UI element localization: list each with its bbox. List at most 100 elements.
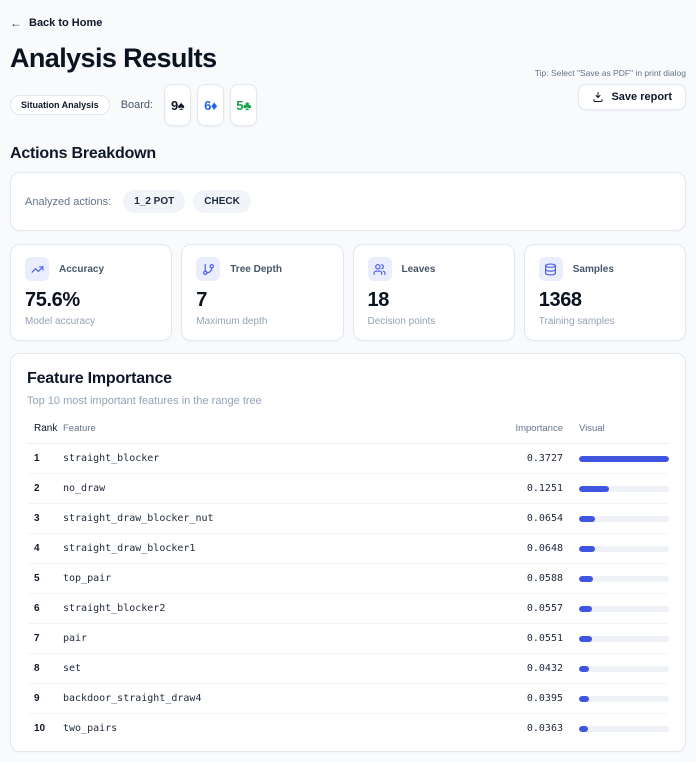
- importance-bar-track: [579, 545, 669, 552]
- feature-cell: pair: [63, 633, 88, 644]
- importance-bar-fill: [579, 515, 595, 522]
- back-to-home-link[interactable]: ← Back to Home: [10, 17, 102, 29]
- table-row: 6 straight_blocker2 0.0557: [27, 594, 669, 624]
- header-actions: Tip: Select "Save as PDF" in print dialo…: [535, 68, 686, 110]
- board-cards: 9 ♠ 6 ♦ 5 ♣: [164, 84, 258, 126]
- save-report-label: Save report: [611, 91, 672, 103]
- back-link-label: Back to Home: [29, 17, 103, 29]
- stat-head: Leaves: [367, 257, 500, 281]
- rank-cell: 3: [34, 513, 40, 524]
- stat-label: Accuracy: [59, 263, 105, 275]
- action-badge-check: CHECK: [193, 190, 251, 213]
- stat-label: Samples: [572, 263, 614, 275]
- importance-cell: 0.1251: [526, 483, 563, 494]
- importance-cell: 0.0648: [526, 543, 563, 554]
- stat-value: 7: [196, 289, 207, 311]
- importance-cell: 0.0395: [526, 693, 563, 704]
- arrow-left-icon: ←: [10, 16, 22, 30]
- board-card-diamond: 6 ♦: [197, 84, 225, 126]
- importance-bar-track: [579, 605, 669, 612]
- feature-cell: straight_blocker2: [63, 603, 166, 614]
- visual-cell: [563, 515, 669, 522]
- save-report-button[interactable]: Save report: [578, 84, 686, 110]
- git-branch-icon: [196, 257, 221, 281]
- rank-cell: 5: [34, 573, 40, 584]
- stat-value: 75.6%: [25, 289, 80, 311]
- importance-bar-fill: [579, 455, 669, 462]
- visual-cell: [563, 455, 669, 462]
- card-rank: 6: [204, 97, 211, 113]
- importance-bar-track: [579, 485, 669, 492]
- diamond-icon: ♦: [210, 97, 218, 113]
- importance-bar-fill: [579, 725, 588, 732]
- stat-description: Maximum depth: [196, 316, 268, 327]
- feature-importance-subtitle: Top 10 most important features in the ra…: [27, 395, 262, 407]
- stat-description: Decision points: [367, 316, 436, 327]
- visual-cell: [563, 635, 669, 642]
- stat-head: Accuracy: [25, 257, 157, 281]
- rank-cell: 2: [34, 483, 40, 494]
- table-row: 9 backdoor_straight_draw4 0.0395: [27, 684, 669, 714]
- stat-label: Tree Depth: [230, 263, 282, 275]
- feature-cell: top_pair: [63, 573, 112, 584]
- visual-cell: [563, 665, 669, 672]
- importance-cell: 0.0557: [526, 603, 563, 614]
- feature-cell: straight_blocker: [63, 453, 160, 464]
- table-row: 10 two_pairs 0.0363: [27, 714, 669, 743]
- column-header-visual: Visual: [579, 423, 605, 434]
- action-badges: 1_2 POT CHECK: [123, 190, 251, 213]
- table-row: 7 pair 0.0551: [27, 624, 669, 654]
- stat-value: 1368: [538, 289, 582, 311]
- importance-bar-track: [579, 665, 669, 672]
- feature-cell: set: [63, 663, 82, 674]
- table-row: 1 straight_blocker 0.3727: [27, 444, 669, 474]
- card-rank: 5: [236, 97, 243, 113]
- rank-cell: 6: [34, 603, 40, 614]
- save-pdf-tip: Tip: Select "Save as PDF" in print dialo…: [534, 68, 686, 78]
- rank-cell: 10: [34, 723, 46, 734]
- stat-description: Training samples: [538, 316, 615, 327]
- importance-bar-fill: [579, 665, 590, 672]
- action-badge-1-2-pot: 1_2 POT: [123, 190, 186, 213]
- board-card-spade: 9 ♠: [164, 84, 192, 126]
- stat-description: Model accuracy: [25, 316, 96, 327]
- column-header-feature: Feature: [63, 423, 96, 434]
- importance-cell: 0.0654: [526, 513, 563, 524]
- table-row: 3 straight_draw_blocker_nut 0.0654: [27, 504, 669, 534]
- importance-cell: 0.3727: [526, 453, 563, 464]
- trending-up-icon: [25, 257, 49, 281]
- stat-label: Leaves: [401, 263, 436, 275]
- page-title: Analysis Results: [10, 43, 217, 73]
- feature-cell: backdoor_straight_draw4: [63, 693, 202, 704]
- importance-bar-track: [579, 455, 669, 462]
- feature-cell: no_draw: [63, 483, 106, 494]
- importance-cell: 0.0432: [526, 663, 563, 674]
- importance-bar-fill: [579, 575, 594, 582]
- table-row: 4 straight_draw_blocker1 0.0648: [27, 534, 669, 564]
- stat-card-accuracy: Accuracy 75.6% Model accuracy: [10, 244, 173, 341]
- table-body: 1 straight_blocker 0.3727 2 no_draw 0.1251 3 st…: [27, 444, 669, 743]
- stat-card-leaves: Leaves 18 Decision points: [352, 244, 515, 341]
- feature-cell: two_pairs: [63, 723, 118, 734]
- rank-cell: 4: [34, 543, 40, 554]
- column-header-rank: Rank: [34, 423, 58, 434]
- stat-value: 18: [367, 289, 390, 311]
- stat-card-tree-depth: Tree Depth 7 Maximum depth: [181, 244, 344, 341]
- stat-head: Tree Depth: [196, 257, 328, 281]
- table-header-row: Rank Feature Importance Visual: [27, 419, 669, 444]
- rank-cell: 8: [34, 663, 40, 674]
- rank-cell: 1: [34, 453, 40, 464]
- importance-bar-fill: [579, 695, 589, 702]
- importance-bar-fill: [579, 545, 595, 552]
- table-row: 2 no_draw 0.1251: [27, 474, 669, 504]
- download-icon: [592, 91, 604, 103]
- feature-cell: straight_draw_blocker_nut: [63, 513, 214, 524]
- database-icon: [538, 257, 563, 281]
- visual-cell: [563, 545, 669, 552]
- importance-bar-track: [579, 575, 669, 582]
- visual-cell: [563, 695, 669, 702]
- feature-importance-card: Feature Importance Top 10 most important…: [10, 353, 686, 752]
- analyzed-actions-label: Analyzed actions:: [25, 195, 112, 208]
- importance-bar-fill: [579, 605, 593, 612]
